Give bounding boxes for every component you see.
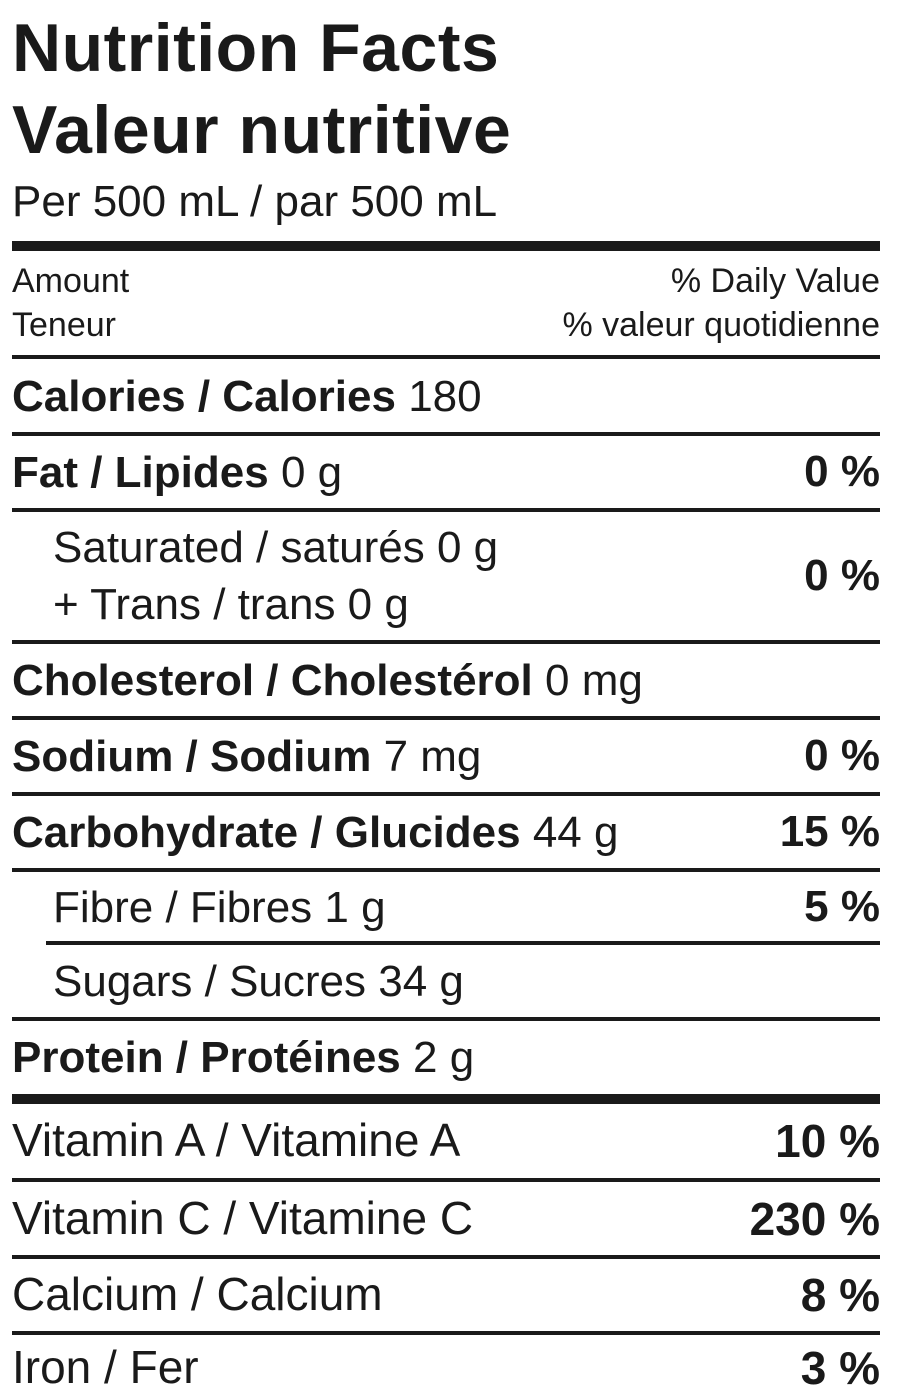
divider (12, 716, 880, 720)
calories-row: Calories / Calories 180 (12, 360, 880, 432)
sodium-daily-value: 0 % (804, 731, 880, 780)
daily-value-heading-fr: % valeur quotidienne (562, 306, 880, 344)
amount-heading-en: Amount (12, 262, 130, 300)
indented-divider (46, 941, 880, 945)
sodium-amount: 7 mg (383, 731, 482, 781)
iron-daily-value: 3 % (800, 1341, 880, 1394)
carbohydrate-amount: 44 g (532, 807, 619, 857)
thick-divider (12, 241, 880, 251)
sodium-label: Sodium / Sodium (12, 731, 372, 781)
cholesterol-amount: 0 mg (545, 655, 643, 705)
vitamin-c-row: Vitamin C / Vitamine C 230 % (12, 1182, 880, 1255)
fat-amount: 0 g (280, 447, 343, 497)
calcium-daily-value: 8 % (800, 1269, 880, 1321)
divider (12, 432, 880, 436)
serving-size: Per 500 mL / par 500 mL (12, 177, 498, 226)
fibre-label: Fibre / Fibres 1 g (53, 882, 386, 932)
trans-label: + Trans / trans 0 g (53, 580, 409, 629)
divider (12, 868, 880, 872)
saturated-trans-daily-value: 0 % (804, 551, 880, 600)
divider (12, 1255, 880, 1259)
divider (12, 792, 880, 796)
carbohydrate-daily-value: 15 % (779, 807, 880, 856)
divider (12, 1178, 880, 1182)
divider (12, 355, 880, 359)
divider (12, 640, 880, 644)
sugars-label: Sugars / Sucres 34 g (53, 956, 464, 1006)
vitamin-c-daily-value: 230 % (749, 1192, 880, 1245)
title-french: Valeur nutritive (12, 92, 512, 168)
title-english: Nutrition Facts (12, 10, 500, 86)
protein-label: Protein / Protéines (12, 1032, 401, 1082)
calcium-row: Calcium / Calcium 8 % (12, 1259, 880, 1331)
protein-amount: 2 g (413, 1032, 475, 1082)
nutrition-facts-label: Nutrition Facts Valeur nutritive Per 500… (12, 0, 880, 1400)
carbohydrate-row: Carbohydrate / Glucides 44 g 15 % (12, 796, 880, 868)
fibre-daily-value: 5 % (804, 882, 880, 931)
vitamin-c-label: Vitamin C / Vitamine C (12, 1191, 474, 1244)
saturated-label: Saturated / saturés 0 g (53, 522, 499, 572)
vitamin-a-row: Vitamin A / Vitamine A 10 % (12, 1104, 880, 1178)
sodium-row: Sodium / Sodium 7 mg 0 % (12, 720, 880, 792)
fat-daily-value: 0 % (804, 447, 880, 496)
fat-label: Fat / Lipides (12, 447, 269, 497)
amount-heading-fr: Teneur (12, 306, 116, 344)
saturated-trans-row: Saturated / saturés 0 g + Trans / trans … (12, 512, 880, 640)
daily-value-heading-en: % Daily Value (670, 262, 880, 300)
calcium-label: Calcium / Calcium (12, 1268, 383, 1321)
fat-row: Fat / Lipides 0 g 0 % (12, 436, 880, 508)
iron-label: Iron / Fer (12, 1340, 199, 1393)
vitamin-a-daily-value: 10 % (775, 1115, 880, 1167)
divider (12, 1331, 880, 1335)
vitamin-a-label: Vitamin A / Vitamine A (12, 1114, 461, 1167)
iron-row: Iron / Fer 3 % (12, 1335, 880, 1400)
cholesterol-row: Cholesterol / Cholestérol 0 mg (12, 644, 880, 716)
cholesterol-label: Cholesterol / Cholestérol (12, 655, 533, 705)
fibre-row: Fibre / Fibres 1 g 5 % (12, 872, 880, 942)
thick-divider (12, 1094, 880, 1104)
protein-row: Protein / Protéines 2 g (12, 1021, 880, 1093)
calories-label: Calories / Calories (12, 371, 396, 421)
divider (12, 508, 880, 512)
divider (12, 1017, 880, 1021)
sugars-row: Sugars / Sucres 34 g (12, 945, 880, 1017)
carbohydrate-label: Carbohydrate / Glucides (12, 807, 521, 857)
calories-amount: 180 (408, 371, 482, 421)
